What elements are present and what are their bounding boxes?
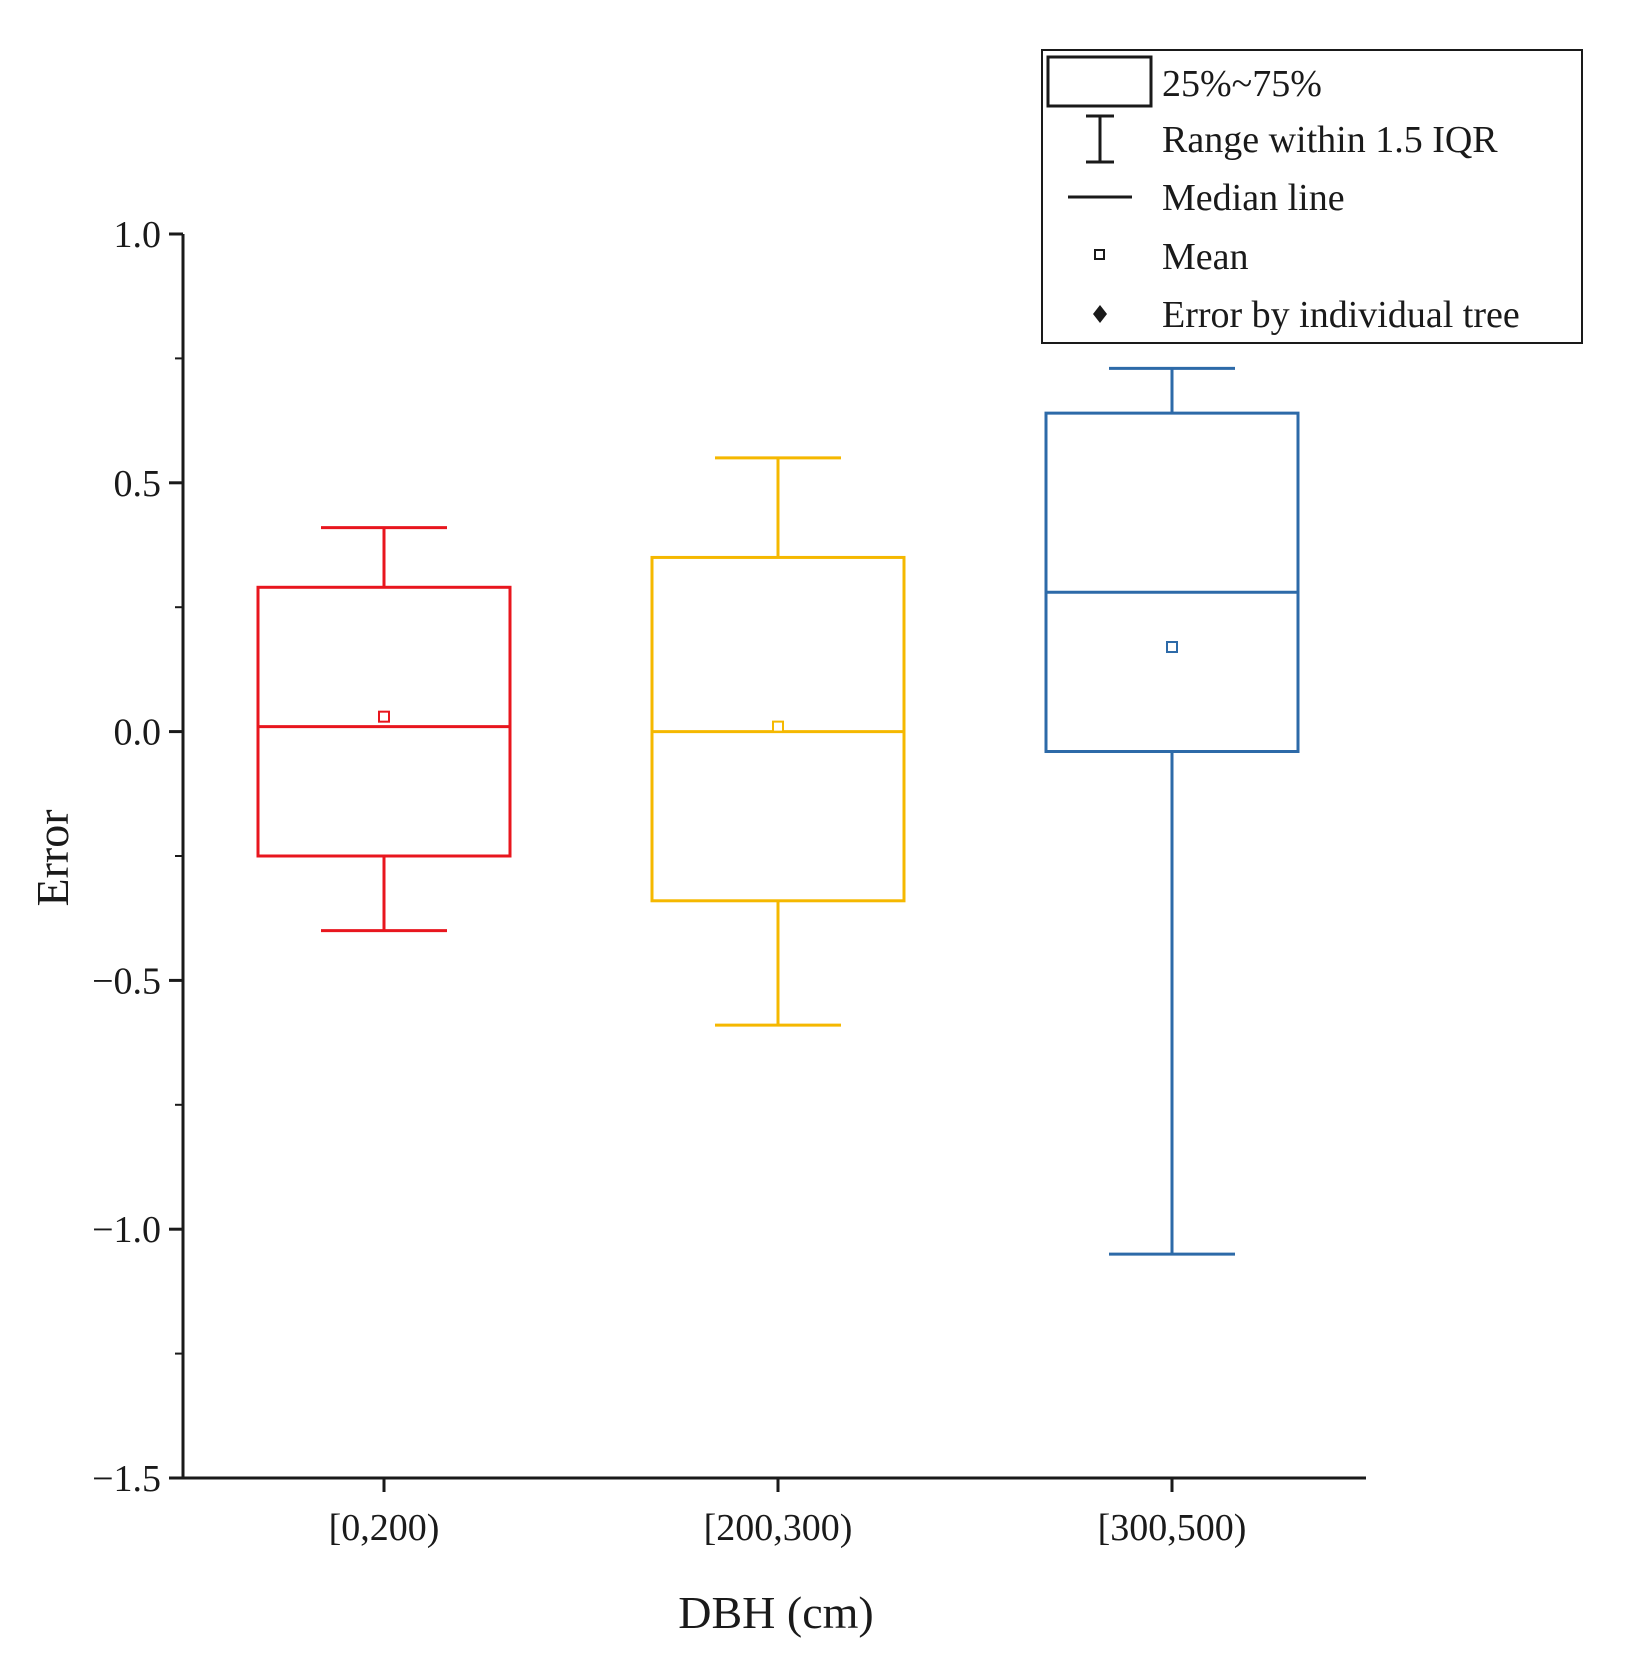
legend-label-box: 25%~75% xyxy=(1162,63,1322,105)
x-axis-title: DBH (cm) xyxy=(678,1587,873,1638)
y-tick-label: −1.5 xyxy=(92,1458,161,1500)
mean-marker xyxy=(772,720,784,733)
y-tick-label: 0.0 xyxy=(114,712,162,754)
iqr-box xyxy=(650,555,906,903)
y-tick-label: 1.0 xyxy=(114,214,162,256)
legend-frame xyxy=(1041,49,1583,344)
legend-label-range: Range within 1.5 IQR xyxy=(1162,119,1498,161)
legend-label-point: Error by individual tree xyxy=(1162,294,1520,336)
x-tick-label: [300,500) xyxy=(1098,1507,1247,1549)
legend-label-mean: Mean xyxy=(1162,236,1249,278)
plot-area: 1.0 0.5 0.0 −0.5 −1.0 −1.5 [0,200) [200,300) [30… xyxy=(92,214,1366,1549)
legend: 25%~75% Range within 1.5 IQR Median line… xyxy=(1041,49,1583,344)
y-tick-label: 0.5 xyxy=(114,463,162,505)
x-tick-label: [200,300) xyxy=(704,1507,853,1549)
iqr-box xyxy=(256,585,512,858)
mean-marker xyxy=(1166,641,1178,654)
legend-label-median: Median line xyxy=(1162,177,1345,219)
legend-box-swatch xyxy=(1046,55,1153,108)
y-tick-label: −1.0 xyxy=(92,1209,161,1251)
y-tick-label: −0.5 xyxy=(92,960,161,1002)
y-axis-title: Error xyxy=(27,809,78,906)
legend-mean-swatch xyxy=(1094,249,1105,260)
iqr-box xyxy=(1044,411,1300,754)
legend-point-swatch xyxy=(1093,305,1107,323)
legend-range-swatch xyxy=(1086,114,1114,164)
x-tick-label: [0,200) xyxy=(329,1507,440,1549)
mean-marker xyxy=(378,710,390,723)
